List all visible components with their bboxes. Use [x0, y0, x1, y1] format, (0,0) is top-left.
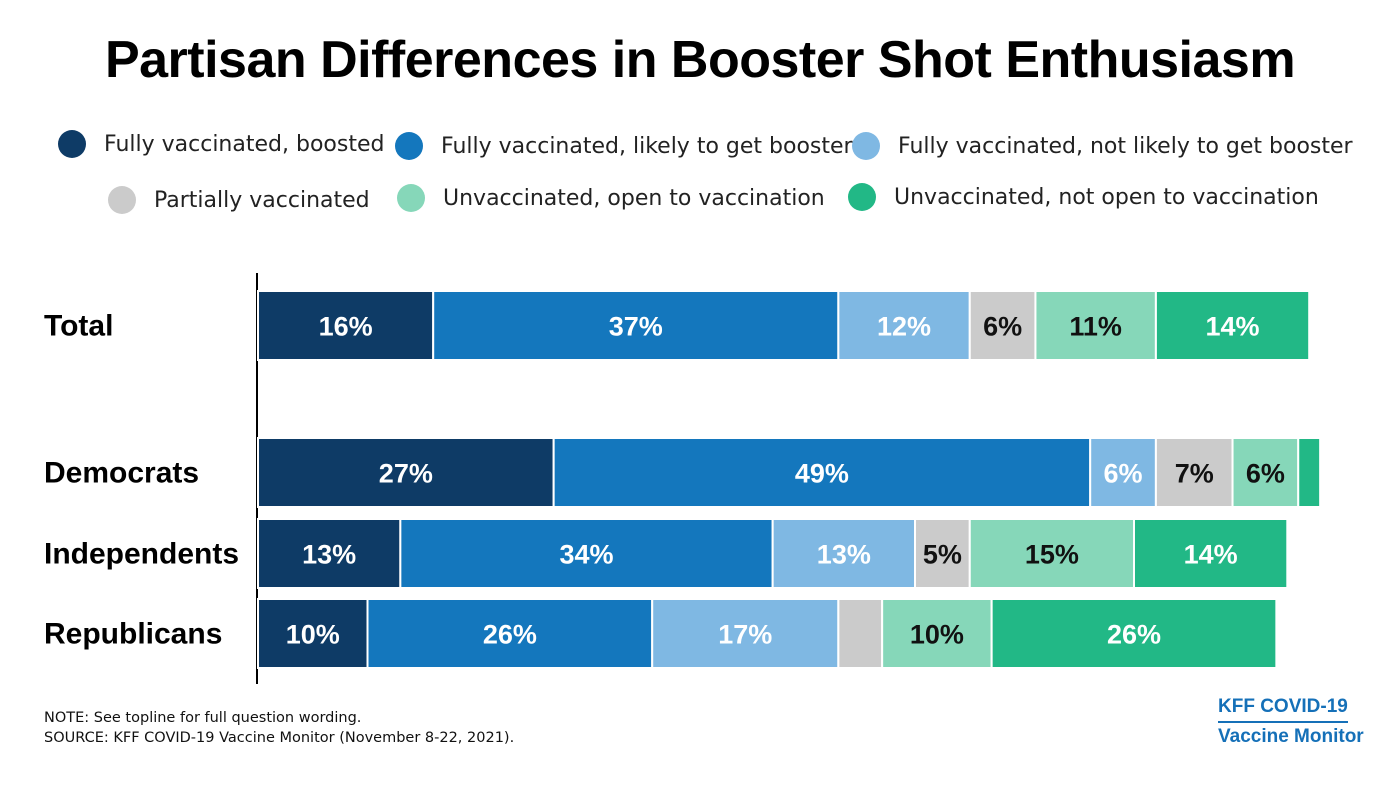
- category-label-independents: Independents: [44, 538, 239, 571]
- legend-label: Fully vaccinated, boosted: [104, 131, 385, 157]
- category-label-republicans: Republicans: [44, 618, 222, 651]
- brand-line-2: Vaccine Monitor: [1218, 726, 1364, 747]
- legend-item-likely-booster: Fully vaccinated, likely to get booster: [395, 132, 853, 160]
- data-label: 16%: [319, 312, 373, 342]
- legend-swatch: [108, 186, 136, 214]
- kff-logo: KFF COVID-19 Vaccine Monitor: [1218, 693, 1364, 751]
- bar-segment: [837, 598, 884, 669]
- source-text: SOURCE: KFF COVID-19 Vaccine Monitor (No…: [44, 730, 515, 746]
- legend-swatch: [58, 130, 86, 158]
- bar-segment: [432, 290, 840, 361]
- note-text: NOTE: See topline for full question word…: [44, 710, 362, 726]
- legend-label: Unvaccinated, not open to vaccination: [894, 184, 1319, 210]
- legend-item-fully-vaccinated-boosted: Fully vaccinated, boosted: [58, 130, 384, 158]
- bar-segment: [257, 518, 402, 589]
- chart-title: Partisan Differences in Booster Shot Ent…: [104, 31, 1296, 89]
- bar-segment: [651, 598, 840, 669]
- data-label: 37%: [609, 312, 663, 342]
- data-label: 13%: [302, 540, 356, 570]
- data-label: 10%: [910, 620, 964, 650]
- legend-label: Partially vaccinated: [154, 187, 370, 213]
- data-label: 12%: [877, 312, 931, 342]
- bar-segment: [990, 598, 1278, 669]
- bar-segment: [914, 518, 971, 589]
- legend-item-not-likely-booster: Fully vaccinated, not likely to get boos…: [852, 132, 1353, 160]
- bar-segment: [552, 437, 1092, 508]
- data-label: 15%: [1025, 540, 1079, 570]
- brand-line-1: KFF COVID-19: [1218, 693, 1348, 723]
- bar-segment: [366, 598, 654, 669]
- data-label: 14%: [1184, 540, 1238, 570]
- data-label: 26%: [1107, 620, 1161, 650]
- legend-label: Fully vaccinated, likely to get booster: [441, 133, 853, 159]
- category-label-total: Total: [44, 310, 113, 343]
- bar-segment: [257, 290, 435, 361]
- bar-segment: [1089, 437, 1157, 508]
- data-label: 26%: [483, 620, 537, 650]
- data-label: 49%: [795, 459, 849, 489]
- data-label: 13%: [817, 540, 871, 570]
- bar-segment: [1154, 437, 1234, 508]
- data-label: 10%: [286, 620, 340, 650]
- bar-segment: [257, 437, 555, 508]
- category-label-democrats: Democrats: [44, 457, 199, 490]
- bar-segment: [1297, 437, 1322, 508]
- data-label: 11%: [1069, 312, 1122, 342]
- data-label: 6%: [1246, 459, 1285, 489]
- bar-segment: [257, 598, 369, 669]
- bar-segment: [1154, 290, 1311, 361]
- legend-item-partially-vaccinated: Partially vaccinated: [108, 186, 370, 214]
- legend-item-unvaccinated-not-open: Unvaccinated, not open to vaccination: [848, 183, 1319, 211]
- data-label: 27%: [379, 459, 433, 489]
- legend-label: Fully vaccinated, not likely to get boos…: [898, 133, 1353, 159]
- data-label: 34%: [559, 540, 613, 570]
- data-label: 17%: [718, 620, 772, 650]
- bar-segment: [968, 290, 1037, 361]
- legend-swatch: [852, 132, 880, 160]
- data-label: 7%: [1175, 459, 1214, 489]
- legend-label: Unvaccinated, open to vaccination: [443, 185, 825, 211]
- legend-item-unvaccinated-open: Unvaccinated, open to vaccination: [397, 184, 825, 212]
- bar-segment: [1231, 437, 1300, 508]
- legend-swatch: [848, 183, 876, 211]
- legend-swatch: [395, 132, 423, 160]
- bar-segment: [881, 598, 993, 669]
- bar-segment: [1034, 290, 1157, 361]
- data-label: 6%: [983, 312, 1022, 342]
- legend-swatch: [397, 184, 425, 212]
- chart-footnote: NOTE: See topline for full question word…: [44, 708, 514, 748]
- data-label: 5%: [923, 540, 962, 570]
- data-label: 14%: [1206, 312, 1260, 342]
- bar-segment: [771, 518, 917, 589]
- bar-segment: [1133, 518, 1289, 589]
- data-label: 6%: [1104, 459, 1143, 489]
